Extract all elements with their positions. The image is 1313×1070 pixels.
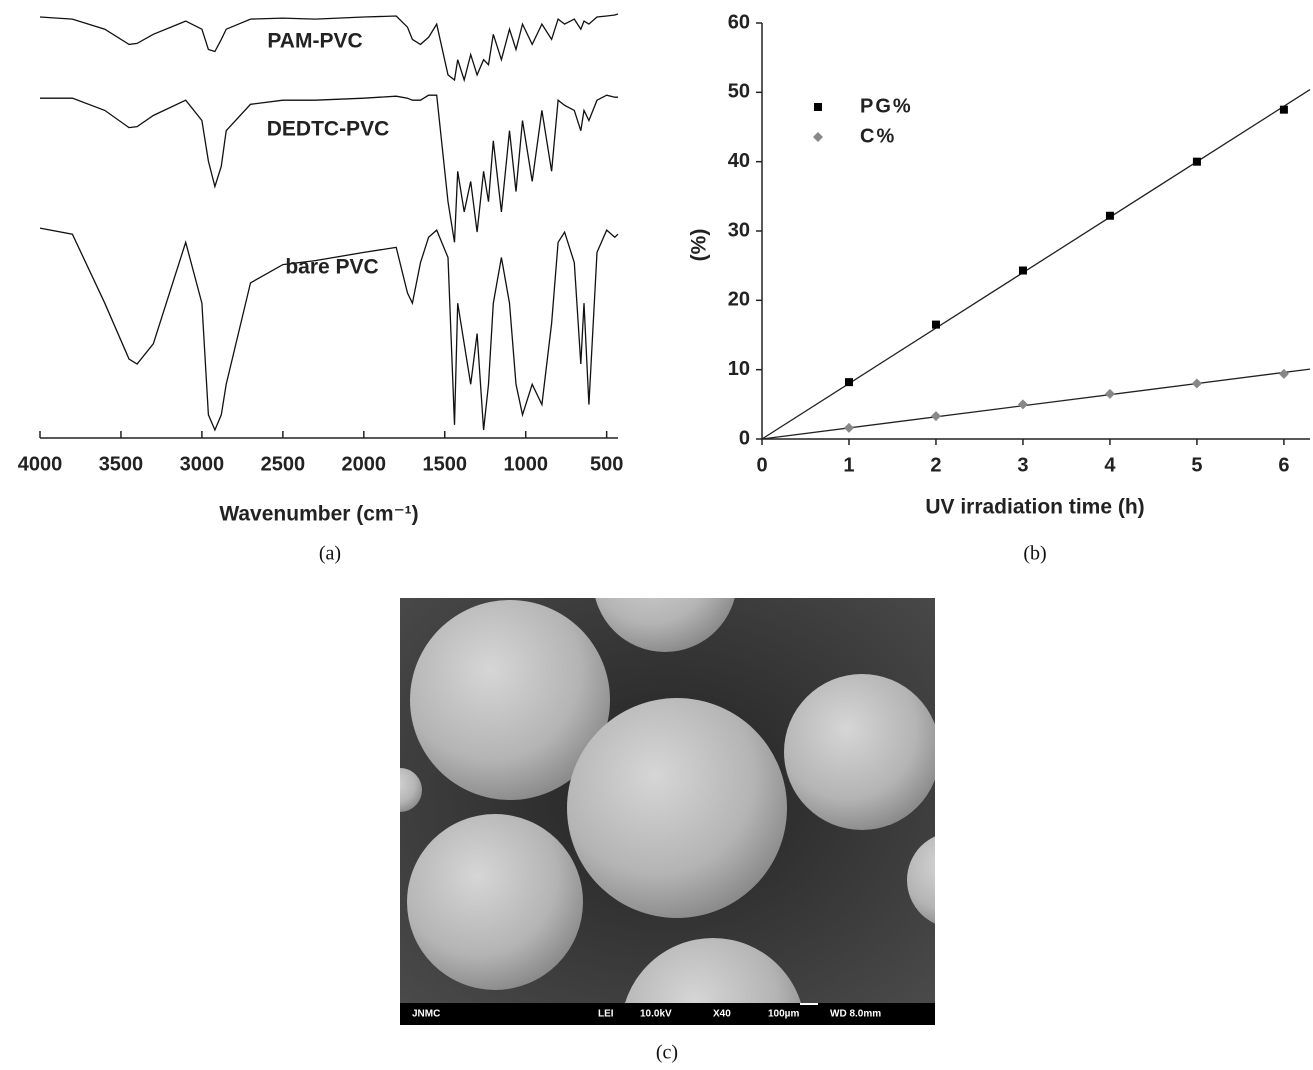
x-tick-label: 2000 [342,453,387,475]
x-axis-title: Wavenumber (cm⁻¹) [219,503,418,526]
y-tick-label: 50 [728,81,750,103]
caption: (a) [319,543,341,565]
info-text: 10.0kV [640,1009,672,1020]
info-bar [400,1003,935,1025]
x-tick-label: 1500 [423,453,468,475]
legend-marker [813,132,823,142]
point [1104,388,1115,399]
point [1279,105,1288,114]
sphere [907,836,935,924]
info-text: X40 [713,1009,731,1020]
point [930,411,941,422]
y-tick-label: 30 [728,219,750,241]
x-tick-label: 5 [1191,454,1202,476]
point [843,422,854,433]
x-tick-label: 3500 [99,453,144,475]
caption: (b) [1023,543,1046,565]
sphere [407,814,583,990]
legend-marker [814,103,822,111]
info-text: LEI [598,1009,614,1020]
y-axis-title: (%) [688,229,711,262]
sphere [410,600,610,800]
fit-line [761,368,1311,440]
x-tick-label: 500 [590,453,623,475]
legend-label: PG% [860,95,913,117]
y-tick-label: 40 [728,150,750,172]
point [1105,211,1114,220]
x-tick-label: 3 [1017,454,1028,476]
sphere [567,698,787,918]
y-tick-label: 20 [728,289,750,311]
y-tick-label: 10 [728,358,750,380]
point [1278,368,1289,379]
x-tick-label: 2500 [261,453,306,475]
x-tick-label: 0 [756,454,767,476]
x-tick-label: 1 [843,454,854,476]
series-label: PAM-PVC [267,30,362,53]
sphere [400,768,422,812]
sem-image [400,598,935,1025]
caption: (c) [656,1042,678,1064]
spectrum-line [39,13,619,83]
fit-line [761,89,1311,440]
sphere [784,674,935,830]
series-label: DEDTC-PVC [267,118,390,141]
point [1018,266,1027,275]
spectrum-line [40,94,618,243]
sphere [595,598,735,652]
x-tick-label: 2 [930,454,941,476]
y-tick-label: 60 [728,11,750,33]
series-label: bare PVC [285,256,378,279]
point [931,320,940,329]
legend-label: C% [860,125,896,147]
info-text: WD 8.0mm [830,1009,881,1020]
point [1191,378,1202,389]
x-tick-label: 4000 [18,453,63,475]
y-tick-label: 0 [739,427,750,449]
x-axis-title: UV irradiation time (h) [925,496,1144,519]
x-tick-label: 1000 [503,453,548,475]
spectrum-line [39,227,619,432]
x-tick-label: 6 [1278,454,1289,476]
x-tick-label: 4 [1104,454,1116,476]
point [1192,157,1201,166]
info-text: JNMC [412,1009,440,1020]
x-tick-label: 3000 [180,453,225,475]
point [1017,399,1028,410]
point [844,378,853,387]
info-text: 100µm [768,1009,799,1020]
